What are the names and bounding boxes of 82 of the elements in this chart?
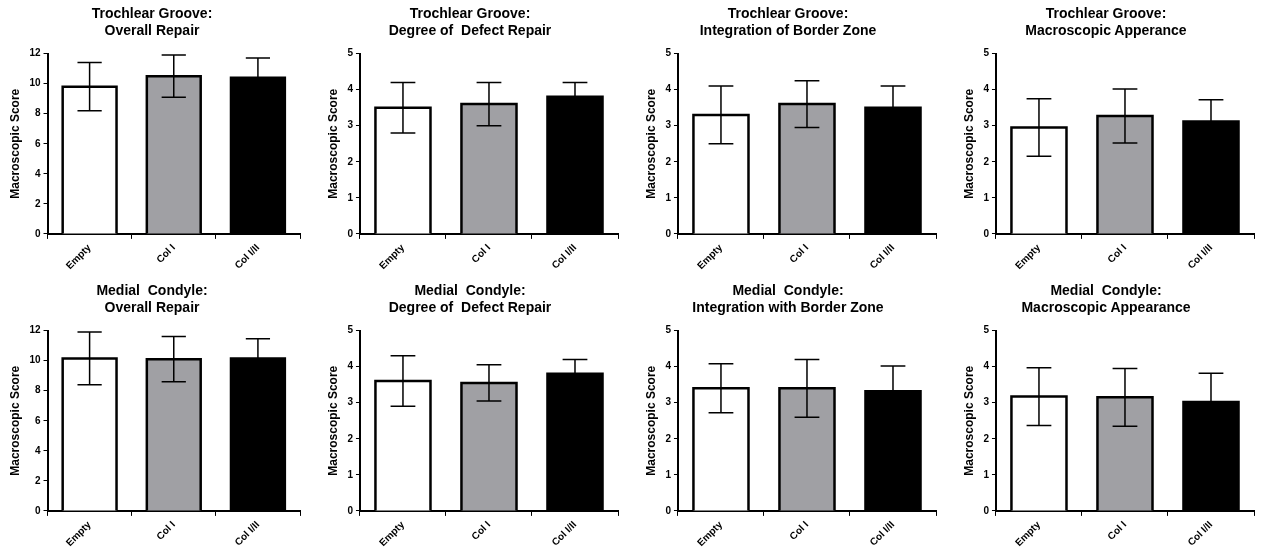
y-tick-label: 0 [347, 504, 354, 516]
chart-title: Trochlear Groove: Macroscopic Apperance [1025, 5, 1187, 39]
y-tick-label: 0 [983, 504, 990, 516]
x-tick-label: Col I [1105, 518, 1129, 542]
chart-title: Trochlear Groove: Overall Repair [91, 5, 213, 39]
y-tick-label: 8 [34, 107, 41, 119]
y-axis-title: Macroscopic Score [643, 365, 658, 476]
y-tick-label: 10 [29, 354, 41, 366]
y-tick-label: 4 [34, 444, 41, 456]
y-axis-title: Macroscopic Score [643, 88, 658, 199]
chart-title: Medial Condyle: Integration with Border Zone [692, 282, 884, 316]
y-tick-label: 0 [347, 227, 354, 239]
y-tick-label: 5 [665, 324, 672, 336]
y-axis-title: Macroscopic Score [7, 88, 22, 199]
y-tick-label: 2 [665, 432, 672, 444]
y-tick-label: 8 [34, 384, 41, 396]
x-tick-label: Col I/II [1185, 518, 1215, 548]
x-tick-label: Col I/II [232, 518, 262, 548]
y-tick-label: 5 [347, 324, 354, 336]
y-tick-label: 2 [983, 432, 990, 444]
y-tick-label: 1 [347, 191, 354, 203]
x-tick-label: Col I [469, 241, 493, 265]
y-tick-label: 5 [983, 324, 990, 336]
y-tick-label: 0 [665, 504, 672, 516]
y-tick-label: 2 [347, 432, 354, 444]
y-tick-label: 4 [983, 360, 990, 372]
x-tick-label: Col I/II [867, 241, 897, 271]
y-axis-title: Macroscopic Score [961, 365, 976, 476]
x-tick-label: Col I/II [867, 518, 897, 548]
y-tick-label: 0 [665, 227, 672, 239]
y-tick-label: 3 [983, 396, 990, 408]
y-tick-label: 2 [34, 474, 41, 486]
chart-title: Medial Condyle: Overall Repair [96, 282, 208, 316]
y-tick-label: 1 [983, 191, 990, 203]
y-tick-label: 0 [34, 227, 41, 239]
y-axis-title: Macroscopic Score [961, 88, 976, 199]
y-tick-label: 3 [665, 119, 672, 131]
y-tick-label: 4 [347, 360, 354, 372]
y-tick-label: 2 [34, 197, 41, 209]
y-tick-label: 0 [983, 227, 990, 239]
x-tick-label: Col I [787, 518, 811, 542]
y-tick-label: 12 [29, 47, 41, 59]
y-tick-label: 1 [347, 468, 354, 480]
y-tick-label: 3 [983, 119, 990, 131]
x-tick-label: Col I/II [549, 518, 579, 548]
y-tick-label: 10 [29, 77, 41, 89]
y-tick-label: 5 [983, 47, 990, 59]
y-tick-label: 4 [983, 83, 990, 95]
y-tick-label: 6 [34, 414, 41, 426]
chart-title: Medial Condyle: Degree of Defect Repair [388, 282, 552, 316]
y-tick-label: 1 [665, 468, 672, 480]
y-tick-label: 2 [983, 155, 990, 167]
y-axis-title: Macroscopic Score [325, 365, 340, 476]
x-tick-label: Col I [154, 241, 178, 265]
y-tick-label: 3 [347, 119, 354, 131]
y-tick-label: 2 [665, 155, 672, 167]
y-tick-label: 4 [347, 83, 354, 95]
chart-title: Trochlear Groove: Integration of Border Zone [699, 5, 877, 39]
chart-title: Medial Condyle: Macroscopic Appearance [1021, 282, 1191, 316]
y-tick-label: 1 [665, 191, 672, 203]
y-tick-label: 4 [665, 360, 672, 372]
x-tick-label: Col I/II [1185, 241, 1215, 271]
y-tick-label: 0 [34, 504, 41, 516]
x-tick-label: Col I [154, 518, 178, 542]
x-tick-label: Col I/II [549, 241, 579, 271]
x-tick-label: Col I/II [232, 241, 262, 271]
y-axis-title: Macroscopic Score [325, 88, 340, 199]
y-tick-label: 3 [665, 396, 672, 408]
y-tick-label: 6 [34, 137, 41, 149]
y-tick-label: 5 [347, 47, 354, 59]
chart-title: Trochlear Groove: Degree of Defect Repair [388, 5, 552, 39]
y-axis-title: Macroscopic Score [7, 365, 22, 476]
y-tick-label: 4 [665, 83, 672, 95]
y-tick-label: 4 [34, 167, 41, 179]
x-tick-label: Col I [469, 518, 493, 542]
x-tick-label: Col I [1105, 241, 1129, 265]
y-tick-label: 5 [665, 47, 672, 59]
x-tick-label: Col I [787, 241, 811, 265]
y-tick-label: 3 [347, 396, 354, 408]
y-tick-label: 1 [983, 468, 990, 480]
y-tick-label: 2 [347, 155, 354, 167]
y-tick-label: 12 [29, 324, 41, 336]
